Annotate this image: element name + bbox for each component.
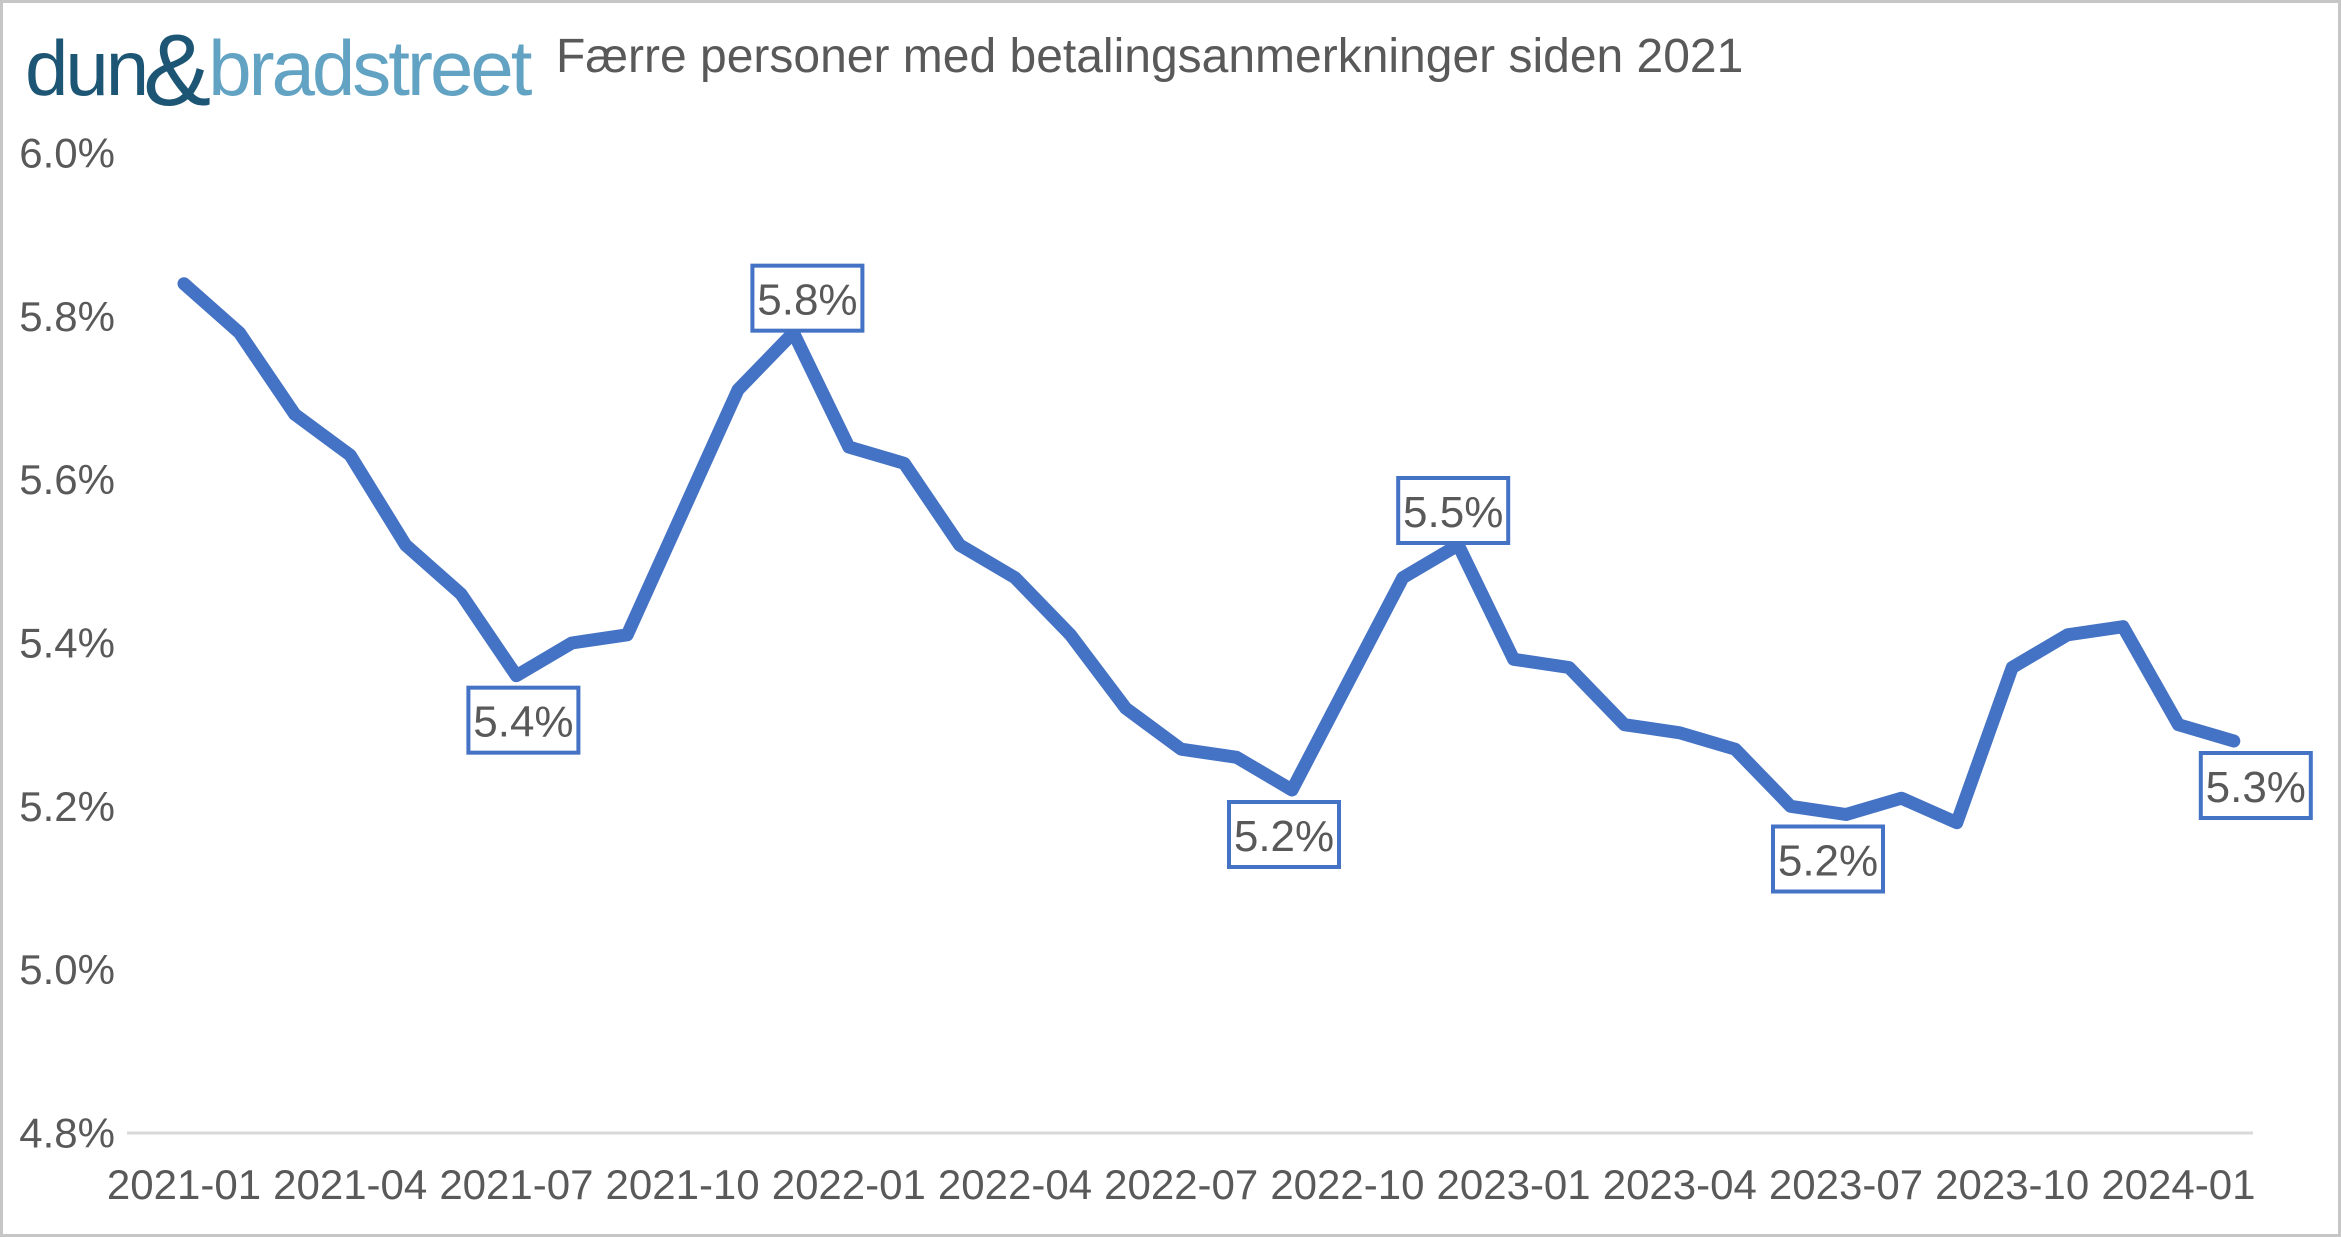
data-label-value: 5.2% (1778, 837, 1878, 886)
dnb-logo: dun & bradstreet (25, 9, 532, 121)
data-label-box (1771, 824, 1885, 894)
data-label-box (2198, 751, 2313, 820)
chart-title: Færre personer med betalingsanmerkninger… (556, 30, 1744, 83)
x-axis-label: 2023-04 (1603, 1161, 1757, 1208)
x-axis-label: 2022-10 (1270, 1161, 1424, 1208)
line-chart: 6.0% 5.8% 5.6% 5.4% 5.2% 5.0% 4.8%2021-01 2021-… (19, 130, 2313, 1208)
logo-dun: dun (25, 24, 149, 112)
x-axis-label: 2021-07 (439, 1161, 593, 1208)
data-label-value: 5.5% (1403, 488, 1503, 537)
x-axis-label: 2023-07 (1769, 1161, 1923, 1208)
data-label-box (1227, 800, 1341, 869)
x-axis-label: 2022-04 (938, 1161, 1092, 1208)
data-label-box (1396, 476, 1511, 545)
x-axis-label: 2024-01 (2101, 1161, 2255, 1208)
y-axis-label: 4.8% (19, 1110, 115, 1157)
data-label-box (750, 263, 865, 333)
y-axis-label: 5.6% (19, 456, 115, 503)
x-axis-label: 2023-01 (1437, 1161, 1591, 1208)
y-axis-label: 5.0% (19, 946, 115, 993)
logo-ampersand: & (143, 13, 212, 127)
data-label-value: 5.4% (473, 698, 573, 747)
x-axis-label: 2023-10 (1935, 1161, 2089, 1208)
y-axis-label: 5.4% (19, 620, 115, 667)
x-axis-label: 2021-04 (273, 1161, 427, 1208)
data-label-value: 5.3% (2206, 763, 2306, 812)
x-axis-label: 2021-10 (606, 1161, 760, 1208)
x-axis-label: 2022-01 (772, 1161, 926, 1208)
y-axis-label: 5.8% (19, 293, 115, 340)
y-axis-label: 6.0% (19, 130, 115, 177)
data-label-box (466, 685, 581, 755)
x-axis-label: 2021-01 (107, 1161, 261, 1208)
logo-bradstreet: bradstreet (208, 24, 532, 112)
series-line (177, 277, 2241, 830)
y-axis-label: 5.2% (19, 783, 115, 830)
x-axis-label: 2022-07 (1104, 1161, 1258, 1208)
data-label-value: 5.8% (757, 276, 857, 325)
data-label-value: 5.2% (1234, 812, 1334, 861)
